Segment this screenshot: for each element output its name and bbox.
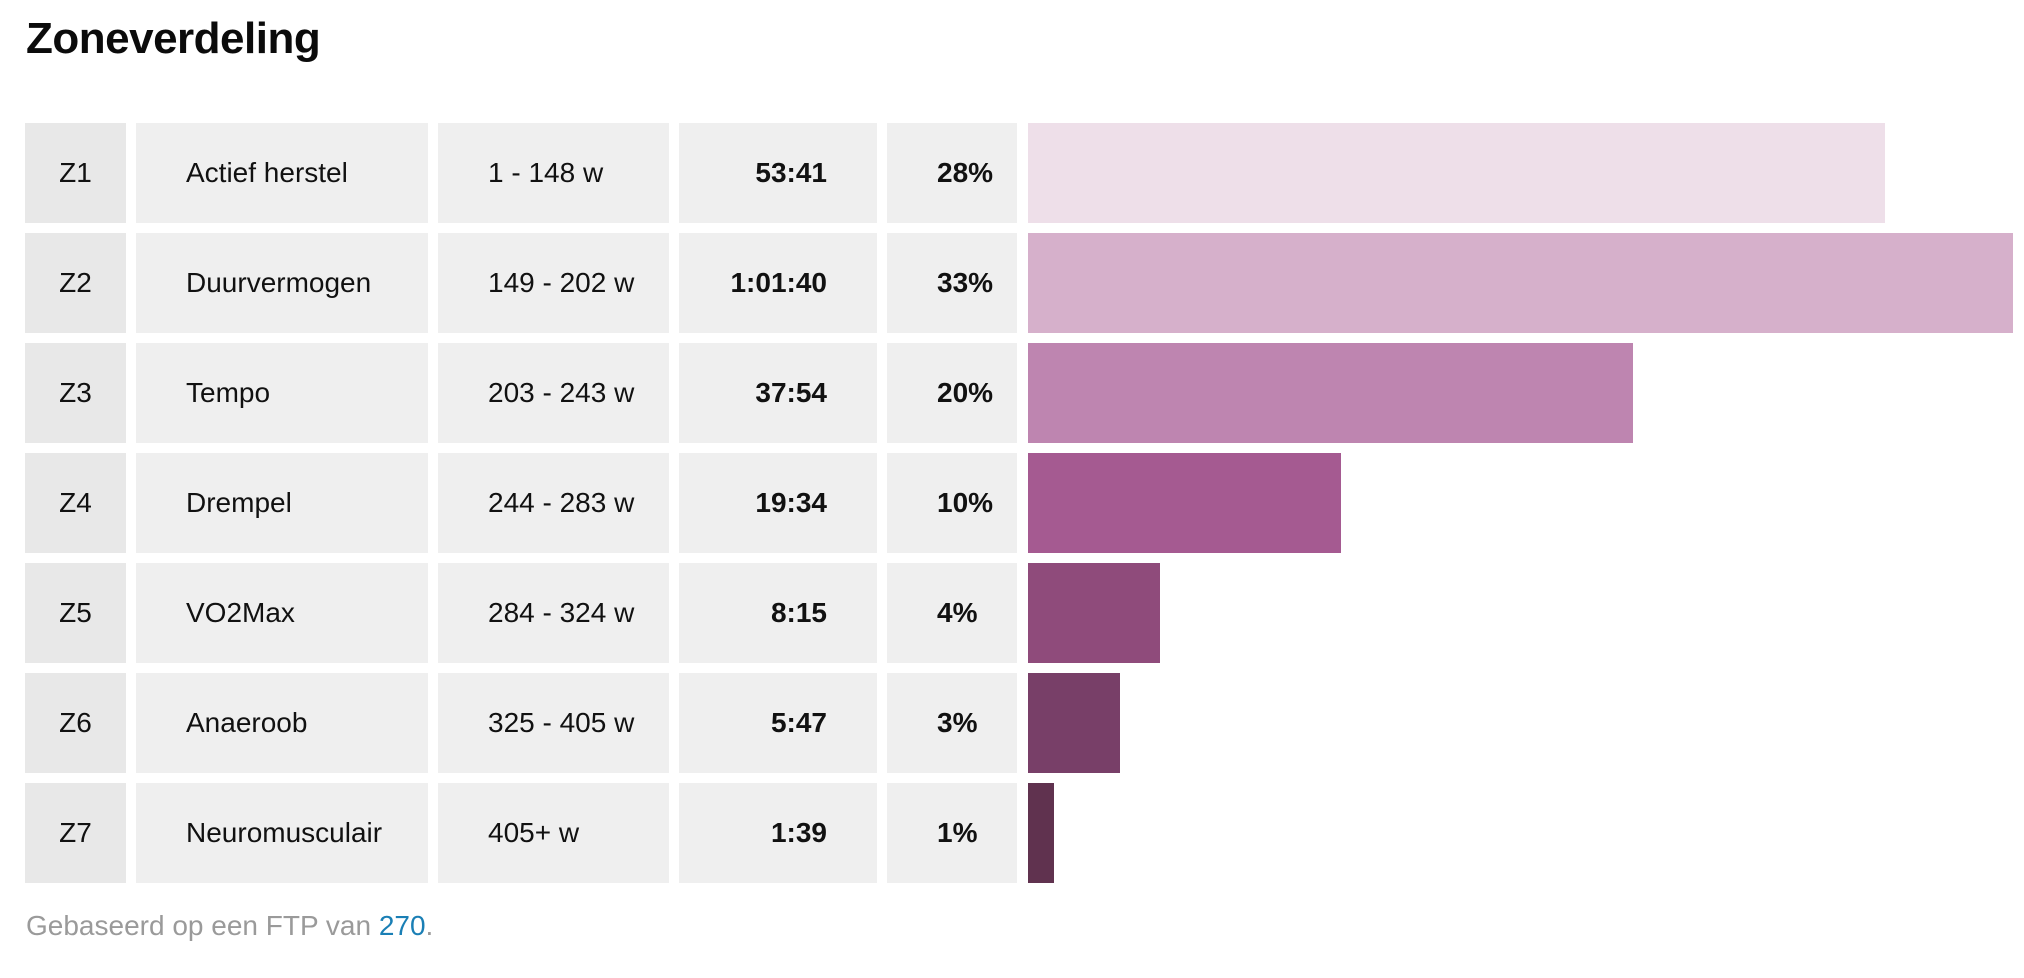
zone-bar xyxy=(1028,453,1341,553)
zone-percent: 1% xyxy=(887,783,1017,883)
power-range: 149 - 202 w xyxy=(438,233,669,333)
power-range: 203 - 243 w xyxy=(438,343,669,443)
zone-percent: 4% xyxy=(887,563,1017,663)
zone-bar xyxy=(1028,123,1885,223)
zone-bar xyxy=(1028,563,1160,663)
zone-time: 1:39 xyxy=(679,783,877,883)
zone-bar xyxy=(1028,783,1054,883)
zone-name: Duurvermogen xyxy=(136,233,428,333)
zone-percent: 20% xyxy=(887,343,1017,443)
zone-name: Actief herstel xyxy=(136,123,428,223)
zone-time: 53:41 xyxy=(679,123,877,223)
zone-label: Z5 xyxy=(25,563,126,663)
zone-label: Z4 xyxy=(25,453,126,553)
ftp-value-link[interactable]: 270 xyxy=(378,910,426,941)
zone-row: Z2 Duurvermogen 149 - 202 w 1:01:40 33% xyxy=(25,233,2015,333)
zone-percent: 3% xyxy=(887,673,1017,773)
zone-label: Z6 xyxy=(25,673,126,773)
zone-row: Z7 Neuromusculair 405+ w 1:39 1% xyxy=(25,783,2015,883)
zone-time: 37:54 xyxy=(679,343,877,443)
zone-name: Anaeroob xyxy=(136,673,428,773)
zone-bar xyxy=(1028,343,1633,443)
ftp-footnote: Gebaseerd op een FTP van 270. xyxy=(26,910,433,942)
zone-row: Z5 VO2Max 284 - 324 w 8:15 4% xyxy=(25,563,2015,663)
zone-label: Z7 xyxy=(25,783,126,883)
zone-time: 19:34 xyxy=(679,453,877,553)
zone-bar xyxy=(1028,233,2013,333)
zone-name: Drempel xyxy=(136,453,428,553)
zone-row: Z6 Anaeroob 325 - 405 w 5:47 3% xyxy=(25,673,2015,773)
zone-bar xyxy=(1028,673,1120,773)
zone-label: Z1 xyxy=(25,123,126,223)
zone-name: Neuromusculair xyxy=(136,783,428,883)
zone-row: Z1 Actief herstel 1 - 148 w 53:41 28% xyxy=(25,123,2015,223)
zone-row: Z4 Drempel 244 - 283 w 19:34 10% xyxy=(25,453,2015,553)
power-range: 405+ w xyxy=(438,783,669,883)
zone-percent: 10% xyxy=(887,453,1017,553)
zone-percent: 28% xyxy=(887,123,1017,223)
zone-name: Tempo xyxy=(136,343,428,443)
zone-time: 5:47 xyxy=(679,673,877,773)
zone-label: Z3 xyxy=(25,343,126,443)
footnote-prefix: Gebaseerd op een FTP van xyxy=(26,910,379,941)
footnote-suffix: . xyxy=(425,910,434,941)
zone-row: Z3 Tempo 203 - 243 w 37:54 20% xyxy=(25,343,2015,443)
chart-title: Zoneverdeling xyxy=(26,14,321,63)
zone-label: Z2 xyxy=(25,233,126,333)
power-range: 244 - 283 w xyxy=(438,453,669,553)
zone-time: 8:15 xyxy=(679,563,877,663)
zone-name: VO2Max xyxy=(136,563,428,663)
power-range: 1 - 148 w xyxy=(438,123,669,223)
power-range: 284 - 324 w xyxy=(438,563,669,663)
zone-percent: 33% xyxy=(887,233,1017,333)
power-range: 325 - 405 w xyxy=(438,673,669,773)
zone-time: 1:01:40 xyxy=(679,233,877,333)
